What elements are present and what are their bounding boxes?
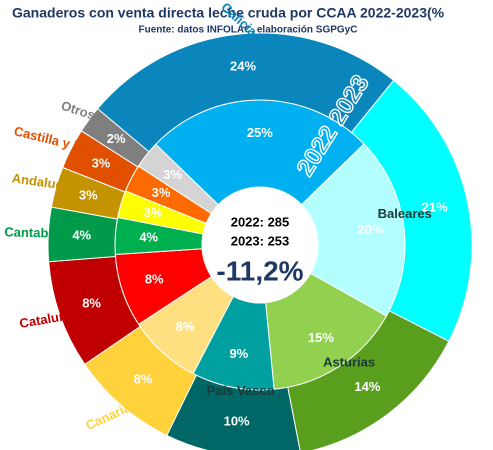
value-label: 8% — [134, 371, 153, 386]
category-label: Cantabria — [4, 224, 65, 241]
center-label: 2023: 253 — [231, 233, 290, 248]
category-label: Canarias — [83, 397, 139, 433]
value-label: 25% — [247, 125, 273, 140]
center-label: 2022: 285 — [231, 214, 290, 229]
value-label: 4% — [72, 227, 91, 242]
value-label: 14% — [354, 379, 380, 394]
category-label: Baleares — [378, 206, 432, 221]
value-label: 3% — [144, 205, 163, 220]
donut-hole — [202, 187, 318, 303]
value-label: 8% — [176, 319, 195, 334]
value-label: 15% — [308, 330, 334, 345]
value-label: 8% — [145, 272, 164, 287]
value-label: 2% — [107, 131, 126, 146]
value-label: 9% — [229, 346, 248, 361]
center-label: -11,2% — [216, 255, 303, 286]
value-label: 3% — [163, 167, 182, 182]
donut-slice — [80, 108, 150, 168]
chart-subtitle: Fuente: datos INFOLAC, elaboración SGPGy… — [139, 25, 358, 36]
donut-slice — [96, 32, 395, 153]
category-label: País Vasco — [207, 383, 275, 398]
value-label: 4% — [139, 229, 158, 244]
value-label: 3% — [92, 155, 111, 170]
chart-title: Ganaderos con venta directa leche cruda … — [12, 5, 445, 21]
category-label: Otros — [59, 98, 97, 123]
donut-slice — [287, 310, 450, 450]
value-label: 20% — [358, 222, 384, 237]
value-label: 10% — [224, 413, 250, 428]
value-label: 8% — [82, 296, 101, 311]
category-label: Asturias — [323, 355, 375, 370]
value-label: 24% — [230, 59, 256, 74]
value-label: 3% — [152, 185, 171, 200]
value-label: 3% — [79, 188, 98, 203]
value-label: 21% — [422, 199, 448, 214]
